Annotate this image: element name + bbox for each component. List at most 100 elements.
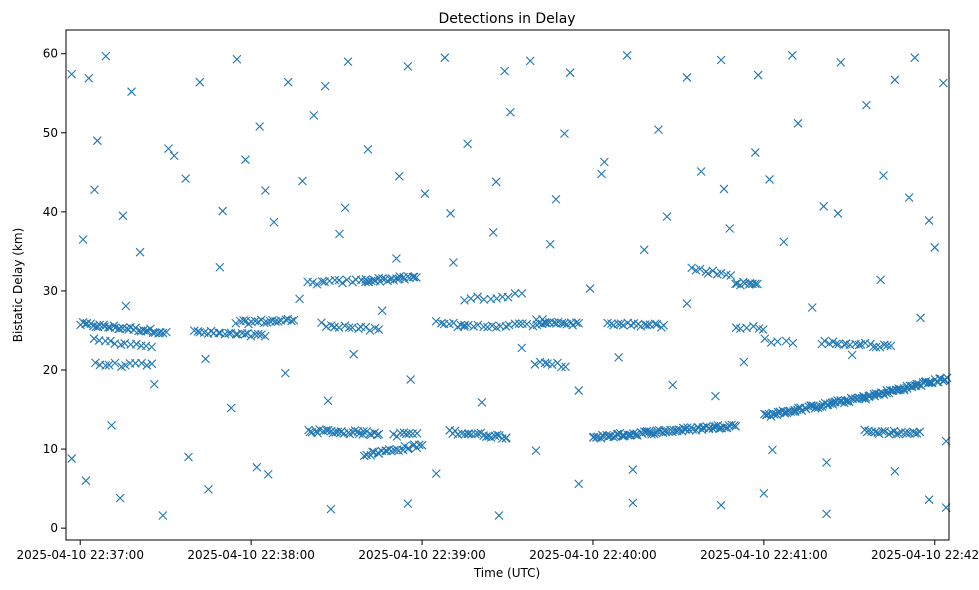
data-point xyxy=(857,393,867,403)
data-point xyxy=(241,155,250,165)
data-point xyxy=(609,432,618,442)
data-point xyxy=(330,275,340,285)
data-point xyxy=(716,500,726,510)
x-axis-label: Time (UTC) xyxy=(473,566,540,580)
data-point xyxy=(530,360,540,369)
data-point xyxy=(628,498,638,508)
data-point xyxy=(463,320,473,330)
data-point xyxy=(682,299,692,308)
data-point xyxy=(460,320,469,330)
data-point xyxy=(571,318,581,328)
data-point xyxy=(517,343,527,353)
data-point xyxy=(910,428,920,438)
data-point xyxy=(372,430,382,440)
data-point xyxy=(494,511,504,520)
data-point xyxy=(104,360,114,370)
data-point xyxy=(879,171,888,180)
x-tick-label-4: 2025-04-10 22:41:00 xyxy=(700,548,827,562)
data-point xyxy=(819,201,829,211)
data-point xyxy=(463,139,473,149)
x-axis: 2025-04-10 22:37:00 2025-04-10 22:38:00 20… xyxy=(17,540,979,562)
data-point xyxy=(914,379,924,389)
data-point xyxy=(876,275,886,285)
data-point xyxy=(406,375,416,384)
data-point xyxy=(860,338,870,348)
data-point xyxy=(99,320,109,330)
data-point xyxy=(273,317,283,326)
data-point xyxy=(473,429,483,439)
data-point xyxy=(328,428,338,438)
data-point xyxy=(412,273,421,282)
data-point xyxy=(793,118,803,128)
data-point xyxy=(460,429,470,439)
data-point xyxy=(420,189,430,199)
data-point xyxy=(704,423,714,433)
data-point xyxy=(501,433,511,443)
data-point xyxy=(344,323,354,333)
data-point xyxy=(758,325,768,334)
data-point xyxy=(90,185,99,195)
data-point xyxy=(323,425,333,435)
data-point xyxy=(417,440,427,450)
data-point xyxy=(725,224,735,233)
data-point xyxy=(642,320,652,330)
data-point xyxy=(807,303,817,312)
data-point xyxy=(158,511,168,520)
data-point xyxy=(628,465,638,475)
data-point xyxy=(121,301,131,311)
data-point xyxy=(181,174,191,184)
data-point xyxy=(514,319,524,329)
data-point xyxy=(359,451,369,461)
data-point xyxy=(924,216,934,225)
data-point xyxy=(408,272,418,282)
data-point xyxy=(890,75,900,85)
data-point xyxy=(561,362,570,372)
data-point xyxy=(696,167,706,176)
chart-title: Detections in Delay xyxy=(438,11,575,27)
data-point xyxy=(503,292,513,302)
data-point xyxy=(500,66,510,76)
data-point xyxy=(910,53,920,63)
data-point xyxy=(135,247,145,257)
data-point xyxy=(924,495,934,505)
data-point xyxy=(477,398,487,407)
data-point xyxy=(879,390,889,399)
data-point xyxy=(298,176,307,186)
y-tick-label-2: 20 xyxy=(43,363,58,377)
data-point xyxy=(759,488,769,498)
data-point xyxy=(263,469,273,479)
data-point xyxy=(659,321,669,330)
data-point xyxy=(750,148,760,157)
data-point xyxy=(366,276,376,286)
data-point xyxy=(355,429,364,439)
data-point xyxy=(81,476,91,486)
data-point xyxy=(915,427,925,437)
data-point xyxy=(749,321,758,331)
data-point xyxy=(822,458,831,467)
data-point xyxy=(118,211,128,221)
data-point xyxy=(731,279,740,289)
data-point xyxy=(623,430,633,440)
data-point xyxy=(78,235,88,244)
data-point xyxy=(891,429,901,439)
data-point xyxy=(91,358,100,368)
data-point xyxy=(95,320,105,330)
y-tick-label-3: 30 xyxy=(43,284,58,298)
data-point xyxy=(831,339,841,349)
data-point xyxy=(703,269,713,278)
data-point xyxy=(525,56,535,66)
data-point xyxy=(822,509,831,519)
data-point xyxy=(471,429,480,439)
data-point xyxy=(847,350,857,360)
data-point xyxy=(431,316,441,326)
data-point xyxy=(338,278,347,288)
data-point xyxy=(362,450,372,460)
data-point xyxy=(403,61,413,71)
data-point xyxy=(446,209,455,218)
data-point xyxy=(652,426,662,436)
data-point xyxy=(394,171,404,181)
data-point xyxy=(668,380,678,390)
data-point xyxy=(861,393,871,402)
data-point xyxy=(531,446,541,456)
